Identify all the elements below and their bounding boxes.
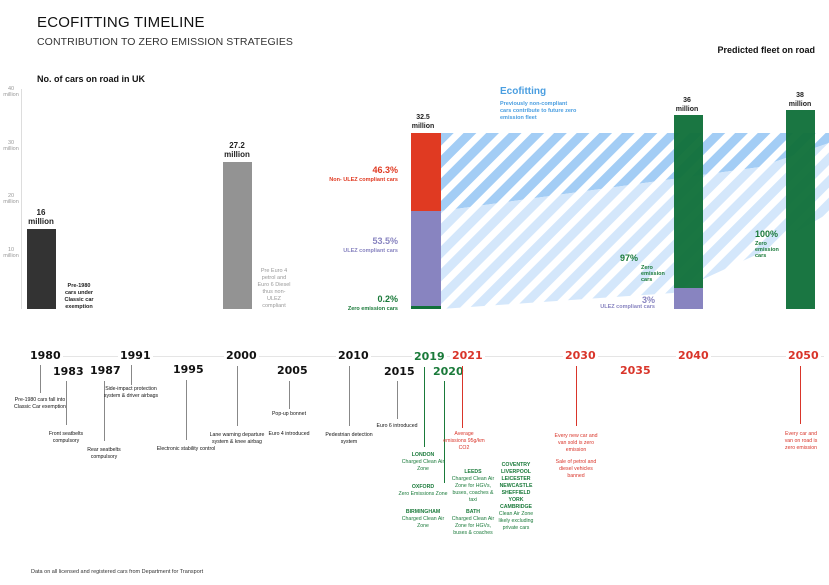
timeline-tick-1995 (186, 380, 187, 440)
bar-2040-zero-emission-pct: 97% (620, 253, 639, 263)
ecofitting-title: Ecofitting (500, 86, 547, 97)
timeline-year-2019: 2019 (412, 350, 447, 363)
bar-2050-value: 38 million (788, 92, 812, 108)
zone-leeds: LEEDS Charged Clean Air Zone for HGVs, bu… (451, 469, 495, 503)
bar-2040-value: 36 million (675, 97, 699, 113)
timeline-year-1995: 1995 (173, 363, 204, 376)
y-tick-30: 30 million (3, 140, 19, 152)
timeline-note-1980: Pre-1980 cars fall into Classic Car exem… (14, 397, 66, 410)
timeline-year-2015: 2015 (384, 365, 415, 378)
timeline-tick-1980 (40, 365, 41, 393)
data-source-footer: Data on all licensed and registered cars… (31, 569, 204, 575)
timeline-note-2030: Every new car and van sold is zero emiss… (554, 433, 598, 453)
bar-2040-ulez-segment (674, 288, 703, 309)
bar-1980-value: 16 million (28, 208, 54, 226)
timeline-tick-1983 (66, 381, 67, 425)
timeline-tick-2010 (349, 366, 350, 426)
timeline-note-2005-b: Euro 4 introduced (268, 431, 310, 437)
zone-other-cities: COVENTRY LIVERPOOL LEICESTER NEWCASTLE S… (498, 462, 534, 531)
zone-london: LONDON Charged Clean Air Zone (401, 452, 445, 472)
bar-2000 (223, 162, 252, 309)
page-subtitle: CONTRIBUTION TO ZERO EMISSION STRATEGIES (37, 36, 294, 48)
timeline-tick-2005 (289, 381, 290, 409)
non-ulez-pct: 46.3% (372, 165, 398, 175)
timeline-year-2050: 2050 (786, 349, 821, 362)
timeline-year-2040: 2040 (676, 349, 711, 362)
bar-2050-zero-emission-pct: 100% (755, 229, 779, 239)
timeline-year-1980: 1980 (28, 349, 63, 362)
ulez-label: ULEZ compliant cars (343, 248, 398, 254)
bar-2021-non-ulez-segment (411, 133, 441, 211)
bar-2021-zero-emission-segment (411, 306, 441, 309)
timeline-tick-2019 (424, 367, 425, 447)
zero-emission-pct: 0.2% (377, 294, 398, 304)
page-title: ECOFITTING TIMELINE (37, 14, 205, 31)
timeline-year-1987: 1987 (90, 364, 121, 377)
bar-2040-ulez-label: ULEZ compliant cars (600, 304, 655, 310)
timeline-note-2021: Average emissions 95g/km CO2 (443, 431, 485, 451)
bar-2040-zero-emission-label: Zero emission cars (641, 265, 665, 283)
bar-2021-value: 32.5 million (411, 114, 435, 130)
timeline-note-1991: Side-impact protection system & driver a… (103, 386, 159, 399)
chart-title: No. of cars on road in UK (37, 74, 146, 84)
timeline-note-2010: Pedestrian detection system (325, 432, 373, 445)
timeline-tick-2020 (444, 381, 445, 483)
y-tick-40: 40 million (3, 86, 19, 98)
timeline-note-2000: Lane warning departure system & knee air… (209, 432, 265, 445)
zone-oxford: OXFORD Zero Emissions Zone (398, 484, 448, 497)
zero-emission-label: Zero emission cars (347, 306, 398, 312)
y-axis-line (21, 89, 22, 309)
bar-2000-note: Pre Euro 4 petrol and Euro 6 Diesel thus… (257, 268, 291, 309)
predicted-fleet-label: Predicted fleet on road (717, 45, 815, 55)
timeline-year-2030: 2030 (563, 349, 598, 362)
timeline-year-2005: 2005 (277, 364, 308, 377)
ulez-pct: 53.5% (372, 236, 398, 246)
timeline-tick-2050 (800, 366, 801, 424)
zone-birmingham: BIRMINGHAM Charged Clean Air Zone (401, 509, 445, 529)
bar-2040-zero-emission-segment (674, 115, 703, 288)
bar-2000-value: 27.2 million (224, 141, 250, 159)
timeline-year-2020: 2020 (433, 365, 464, 378)
timeline-year-1991: 1991 (118, 349, 153, 362)
timeline-tick-2000 (237, 366, 238, 426)
ecofitting-hatch-area (441, 133, 829, 309)
bar-1980-note: Pre-1980 cars under Classic car exemptio… (64, 283, 94, 310)
timeline-note-2030-b: Sale of petrol and diesel vehicles banne… (555, 459, 597, 479)
timeline-year-2021: 2021 (450, 349, 485, 362)
timeline-tick-2021 (462, 366, 463, 428)
bar-2021-ulez-segment (411, 211, 441, 306)
timeline-note-1995: Electronic stability control (156, 446, 216, 452)
timeline-note-1983: Front seatbelts compulsory (48, 431, 84, 444)
bar-2050-zero-emission-label: Zero emission cars (755, 241, 779, 259)
timeline-year-1983: 1983 (53, 365, 84, 378)
y-tick-10: 10 million (3, 247, 19, 259)
timeline-tick-1987 (104, 381, 105, 441)
timeline-year-2035: 2035 (620, 364, 651, 377)
bar-2040-ulez-pct: 3% (641, 295, 655, 305)
non-ulez-label: Non- ULEZ compliant cars (329, 177, 398, 183)
timeline-tick-1991 (131, 365, 132, 385)
timeline-tick-2030 (576, 366, 577, 426)
timeline-note-1987: Rear seatbelts compulsory (87, 447, 121, 460)
zone-bath: BATH Charged Clean Air Zone for HGVs, bus… (451, 509, 495, 536)
ecofitting-description: Previously non-compliant cars contribute… (500, 101, 577, 121)
timeline-tick-2015 (397, 381, 398, 419)
bar-1980 (27, 229, 56, 309)
timeline-year-2000: 2000 (224, 349, 259, 362)
bar-2050-zero-emission-segment (786, 110, 815, 309)
timeline-note-2015: Euro 6 introduced (376, 423, 418, 429)
y-tick-20: 20 million (3, 193, 19, 205)
timeline-note-2050: Every car and van on road is zero emissi… (784, 431, 818, 451)
timeline-note-2005: Pop-up bonnet (271, 411, 307, 417)
timeline-year-2010: 2010 (336, 349, 371, 362)
